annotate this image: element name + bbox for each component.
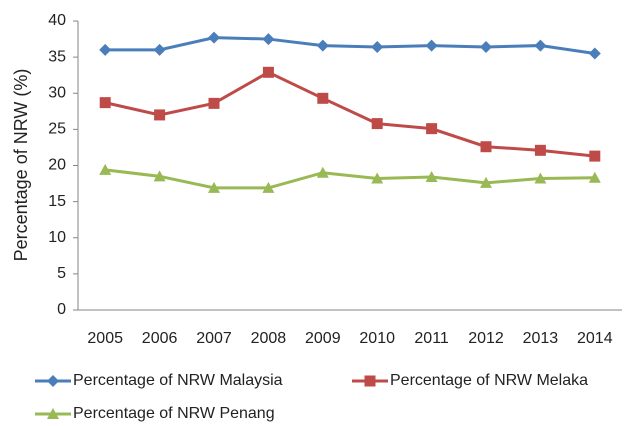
x-tick-label: 2012	[468, 330, 504, 347]
data-point	[262, 66, 274, 78]
y-tick-label: 10	[48, 229, 66, 246]
series-line	[104, 70, 595, 158]
y-tick-label: 5	[57, 265, 66, 282]
legend-marker	[47, 408, 59, 419]
data-point	[99, 163, 112, 175]
y-tick-label: 0	[57, 301, 66, 318]
y-tick-label: 15	[48, 193, 66, 210]
data-point	[534, 144, 546, 156]
data-point	[99, 43, 112, 56]
data-point	[99, 97, 111, 109]
data-point	[371, 41, 384, 54]
data-point	[316, 166, 329, 178]
data-point	[153, 170, 166, 182]
data-point	[317, 92, 329, 104]
data-point	[208, 181, 220, 193]
data-point	[208, 31, 220, 44]
data-point	[371, 118, 383, 130]
data-point	[480, 141, 492, 153]
x-tick-label: 2006	[142, 330, 178, 347]
data-point	[154, 109, 166, 121]
legend-marker	[47, 375, 59, 387]
data-point	[426, 123, 438, 135]
x-tick-label: 2011	[414, 330, 449, 347]
data-point	[480, 41, 492, 54]
data-point	[316, 39, 329, 52]
data-point	[589, 150, 601, 162]
data-point	[534, 172, 547, 184]
data-point	[208, 97, 220, 109]
data-point	[534, 39, 547, 52]
data-point	[425, 39, 438, 52]
data-point	[153, 43, 166, 56]
series-line	[105, 36, 596, 55]
data-point	[262, 33, 275, 46]
data-point	[588, 171, 601, 183]
y-axis-label: Percentage of NRW (%)	[11, 69, 31, 262]
x-tick-label: 2009	[305, 330, 341, 347]
y-tick-label: 25	[48, 121, 66, 138]
legend-label: Percentage of NRW Melaka	[390, 372, 588, 389]
data-point	[371, 172, 384, 184]
x-tick-label: 2014	[577, 330, 613, 347]
legend-marker	[364, 375, 376, 387]
x-tick-label: 2005	[87, 330, 123, 347]
y-tick-label: 35	[48, 48, 66, 65]
x-tick-label: 2013	[523, 330, 559, 347]
y-tick-label: 30	[48, 84, 66, 101]
data-point	[480, 176, 492, 188]
x-tick-label: 2007	[196, 330, 232, 347]
data-point	[262, 181, 275, 193]
series-line	[105, 168, 595, 190]
legend-label: Percentage of NRW Malaysia	[73, 372, 283, 389]
data-point	[425, 171, 438, 183]
data-point	[588, 47, 601, 60]
x-tick-label: 2008	[251, 330, 287, 347]
y-tick-label: 40	[48, 12, 66, 29]
y-tick-label: 20	[48, 157, 66, 174]
x-tick-label: 2010	[359, 330, 395, 347]
legend-label: Percentage of NRW Penang	[73, 405, 275, 422]
